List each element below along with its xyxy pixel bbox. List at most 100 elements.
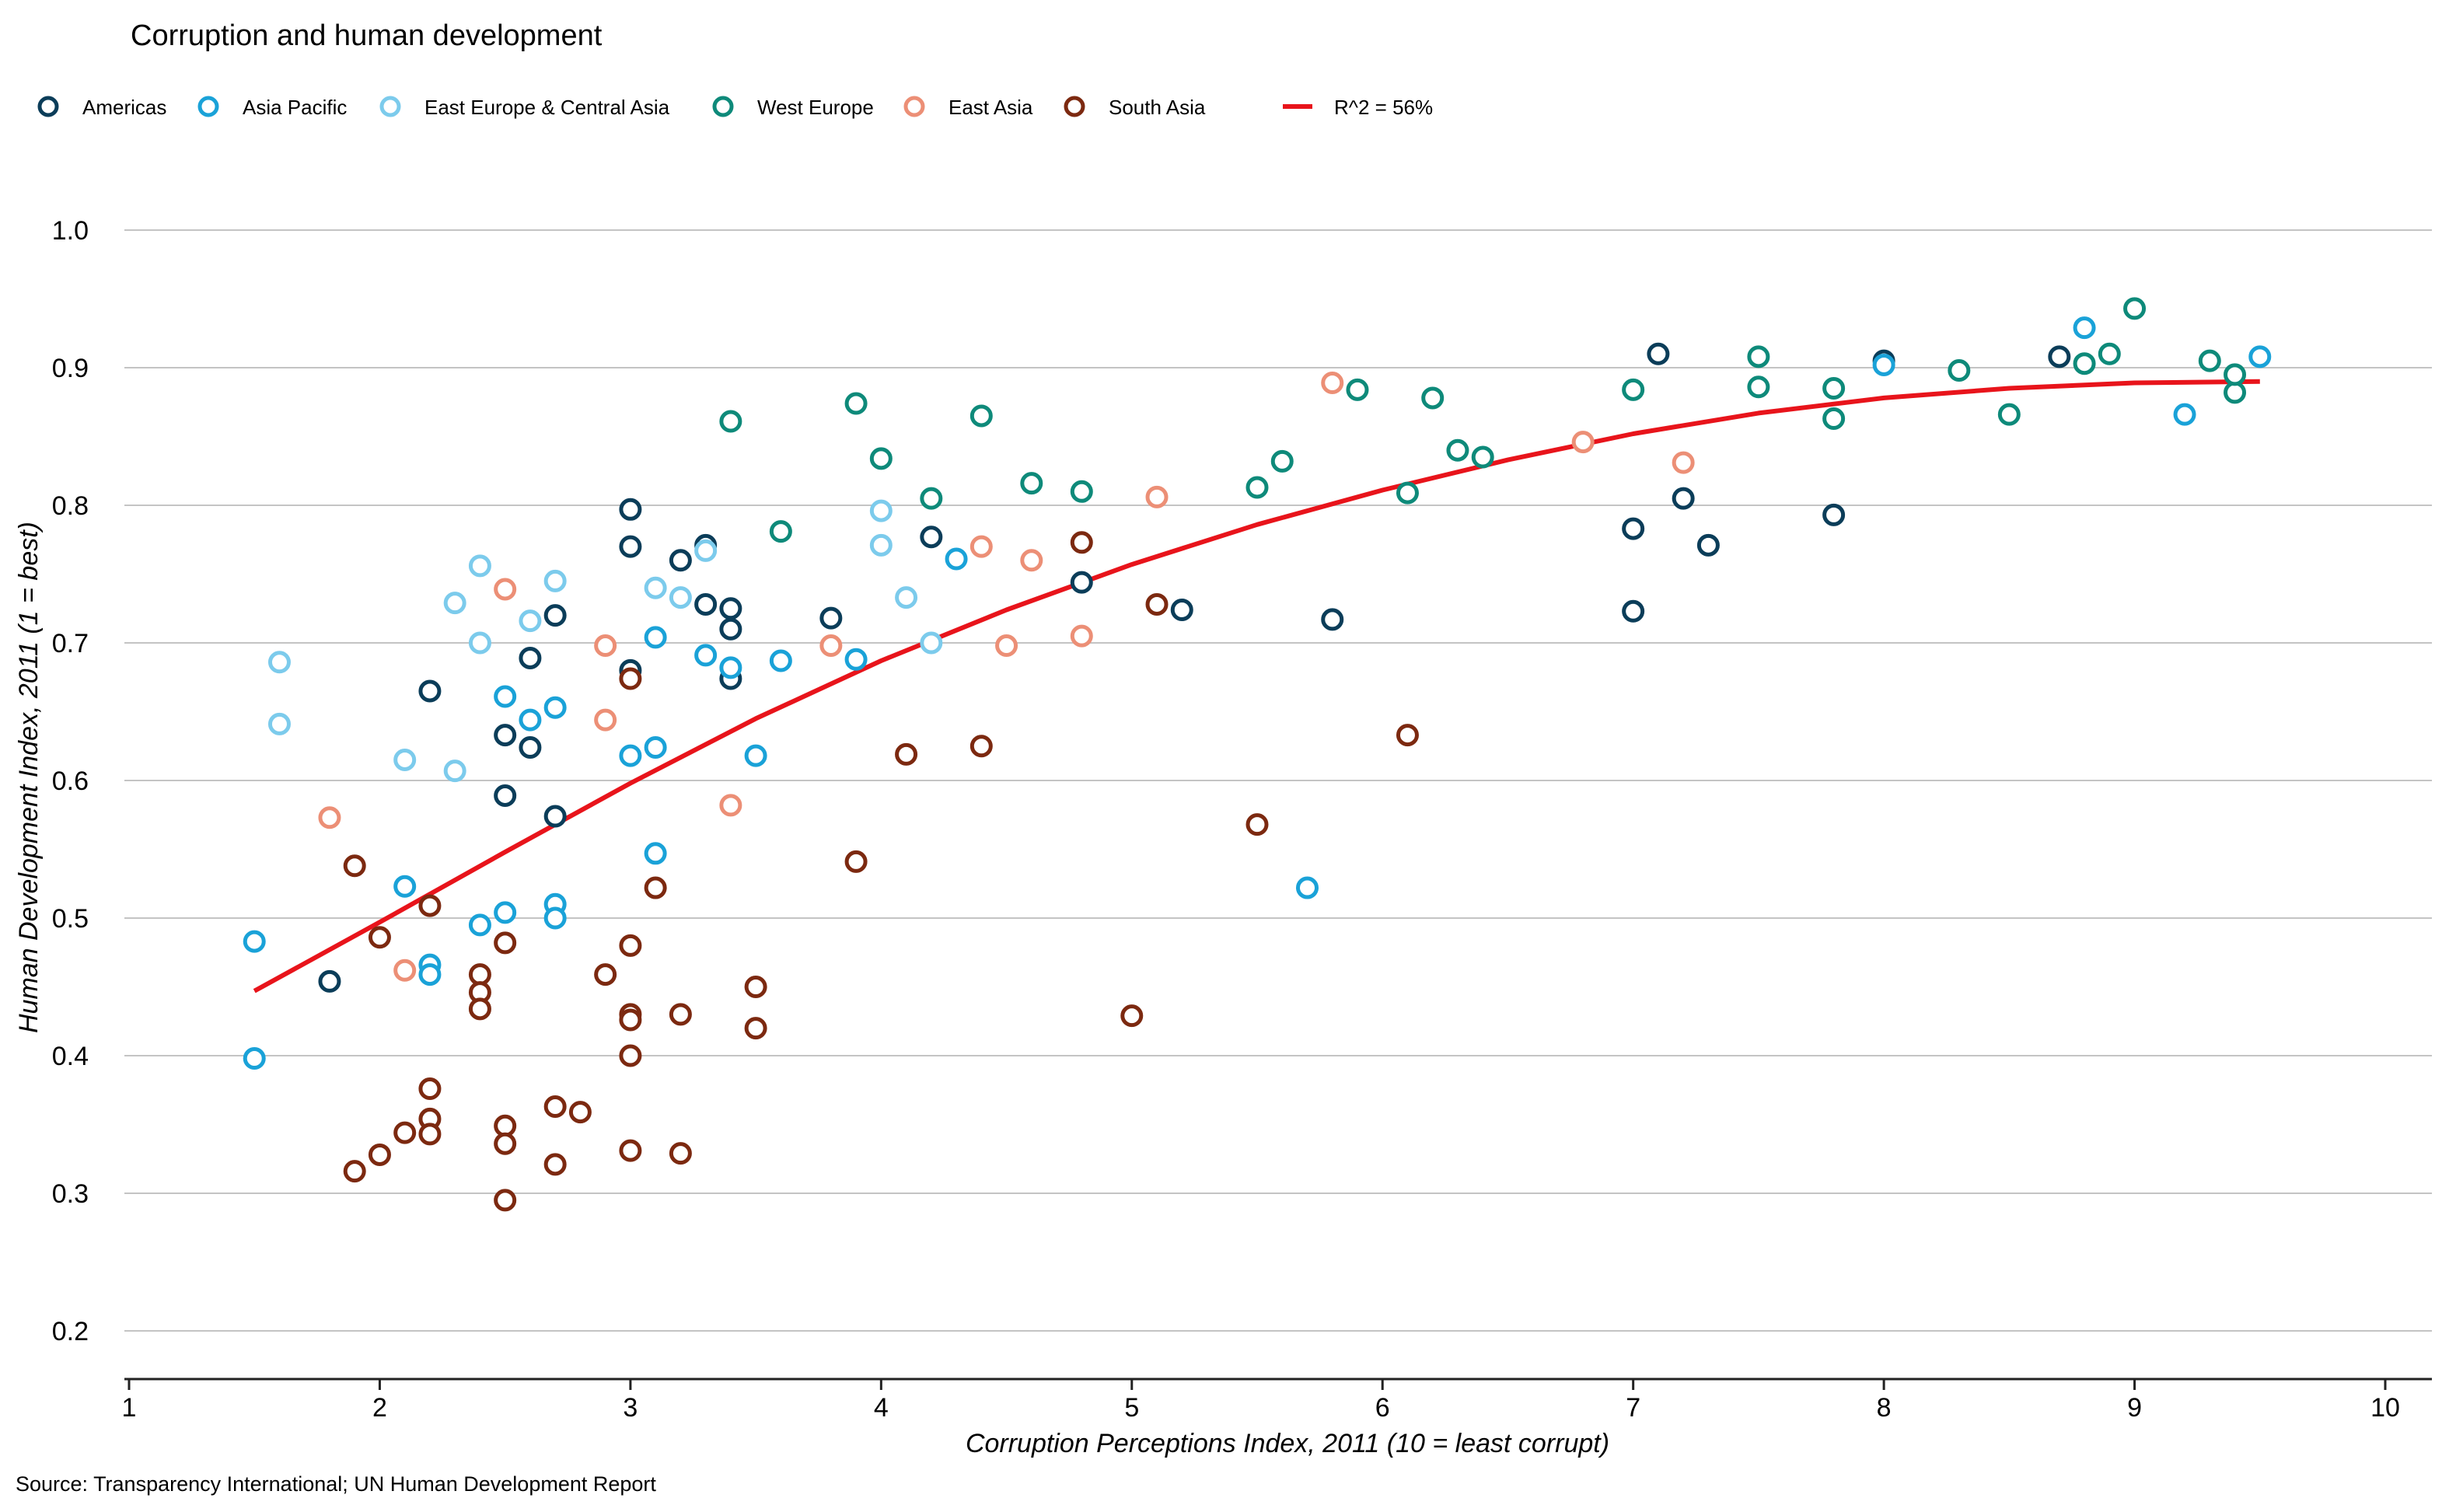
x-tick-label: 9	[2127, 1393, 2142, 1423]
data-point	[619, 1044, 642, 1067]
data-point	[494, 901, 517, 924]
x-tick-label: 4	[874, 1393, 889, 1423]
data-point	[543, 1153, 567, 1176]
data-point	[619, 1008, 642, 1032]
series-east-asia	[318, 371, 1695, 982]
data-point	[443, 759, 466, 783]
y-tick-label: 0.3	[52, 1179, 89, 1209]
data-point	[1446, 438, 1469, 462]
data-point	[669, 549, 692, 572]
data-point	[1872, 353, 1895, 376]
data-point	[1295, 876, 1319, 899]
data-point	[1145, 592, 1169, 616]
data-point	[769, 649, 792, 672]
data-point	[418, 1077, 442, 1100]
data-point	[669, 1142, 692, 1165]
data-point	[1622, 517, 1645, 540]
y-tick-label: 0.8	[52, 491, 89, 521]
data-point	[1747, 375, 1770, 399]
data-point	[844, 850, 868, 873]
data-point	[619, 498, 642, 521]
data-point	[1471, 445, 1494, 469]
data-point	[1997, 403, 2021, 426]
data-point	[869, 447, 893, 470]
y-axis-label: Human Development Index, 2011 (1 = best)	[14, 522, 44, 1033]
data-point	[243, 930, 266, 953]
data-point	[644, 842, 667, 865]
y-tick-label: 0.6	[52, 766, 89, 796]
data-point	[2248, 345, 2272, 368]
data-point	[468, 554, 491, 578]
data-point	[1020, 472, 1043, 495]
data-point	[744, 744, 767, 767]
data-point	[719, 656, 742, 679]
data-point	[869, 533, 893, 557]
data-point	[619, 1139, 642, 1162]
data-point	[468, 997, 491, 1021]
data-point	[543, 604, 567, 627]
data-point	[2224, 381, 2247, 404]
data-point	[644, 736, 667, 759]
data-point	[519, 736, 542, 759]
data-point	[1321, 608, 1344, 631]
data-point	[1070, 480, 1093, 503]
data-point	[644, 626, 667, 649]
data-point	[494, 784, 517, 807]
data-point	[2198, 349, 2221, 372]
legend-label: Americas	[82, 96, 166, 119]
data-point	[995, 634, 1018, 658]
data-point	[2098, 342, 2121, 365]
data-point	[1948, 359, 1971, 382]
data-point	[318, 806, 341, 829]
data-point	[644, 576, 667, 599]
y-tick-label: 1.0	[52, 216, 89, 246]
data-point	[1696, 533, 1720, 557]
data-point	[920, 487, 943, 510]
data-point	[1822, 503, 1846, 526]
data-point	[969, 404, 993, 428]
data-point	[494, 1189, 517, 1212]
data-point	[819, 606, 843, 630]
trendline	[253, 379, 2260, 993]
legend-marker	[37, 96, 59, 117]
data-point	[594, 963, 617, 986]
data-point	[393, 875, 417, 898]
data-point	[694, 644, 718, 667]
y-tick-label: 0.2	[52, 1317, 89, 1346]
data-point	[719, 597, 742, 620]
legend: Americas Asia Pacific East Europe & Centra…	[37, 96, 1433, 119]
data-point	[1747, 345, 1770, 368]
data-point	[494, 1114, 517, 1137]
legend-label: South Asia	[1109, 96, 1206, 119]
data-point	[744, 976, 767, 998]
legend-label: East Asia	[949, 96, 1033, 119]
x-tick-label: 1	[122, 1393, 137, 1423]
data-point	[393, 959, 417, 982]
data-point	[1020, 549, 1043, 572]
data-point	[2048, 345, 2071, 368]
data-point	[494, 685, 517, 708]
trendline-group	[253, 379, 2260, 993]
data-point	[468, 913, 491, 937]
data-point	[1070, 571, 1093, 594]
data-point	[368, 926, 391, 949]
data-point	[494, 1132, 517, 1155]
data-point	[1120, 1004, 1144, 1028]
x-tick-label: 8	[1877, 1393, 1892, 1423]
legend-label: Asia Pacific	[243, 96, 347, 119]
data-point	[1270, 449, 1294, 473]
data-point	[1571, 431, 1595, 454]
chart-title: Corruption and human development	[131, 19, 603, 52]
data-point	[719, 410, 742, 433]
data-point	[393, 748, 417, 771]
data-point	[744, 1017, 767, 1040]
data-point	[519, 708, 542, 732]
y-tick-label: 0.4	[52, 1042, 89, 1071]
x-tick-label: 5	[1124, 1393, 1139, 1423]
data-point	[468, 963, 491, 986]
legend-label: East Europe & Central Asia	[424, 96, 670, 119]
data-point	[844, 648, 868, 671]
legend-marker	[197, 96, 219, 117]
data-point	[1245, 813, 1269, 836]
data-point	[694, 539, 718, 562]
